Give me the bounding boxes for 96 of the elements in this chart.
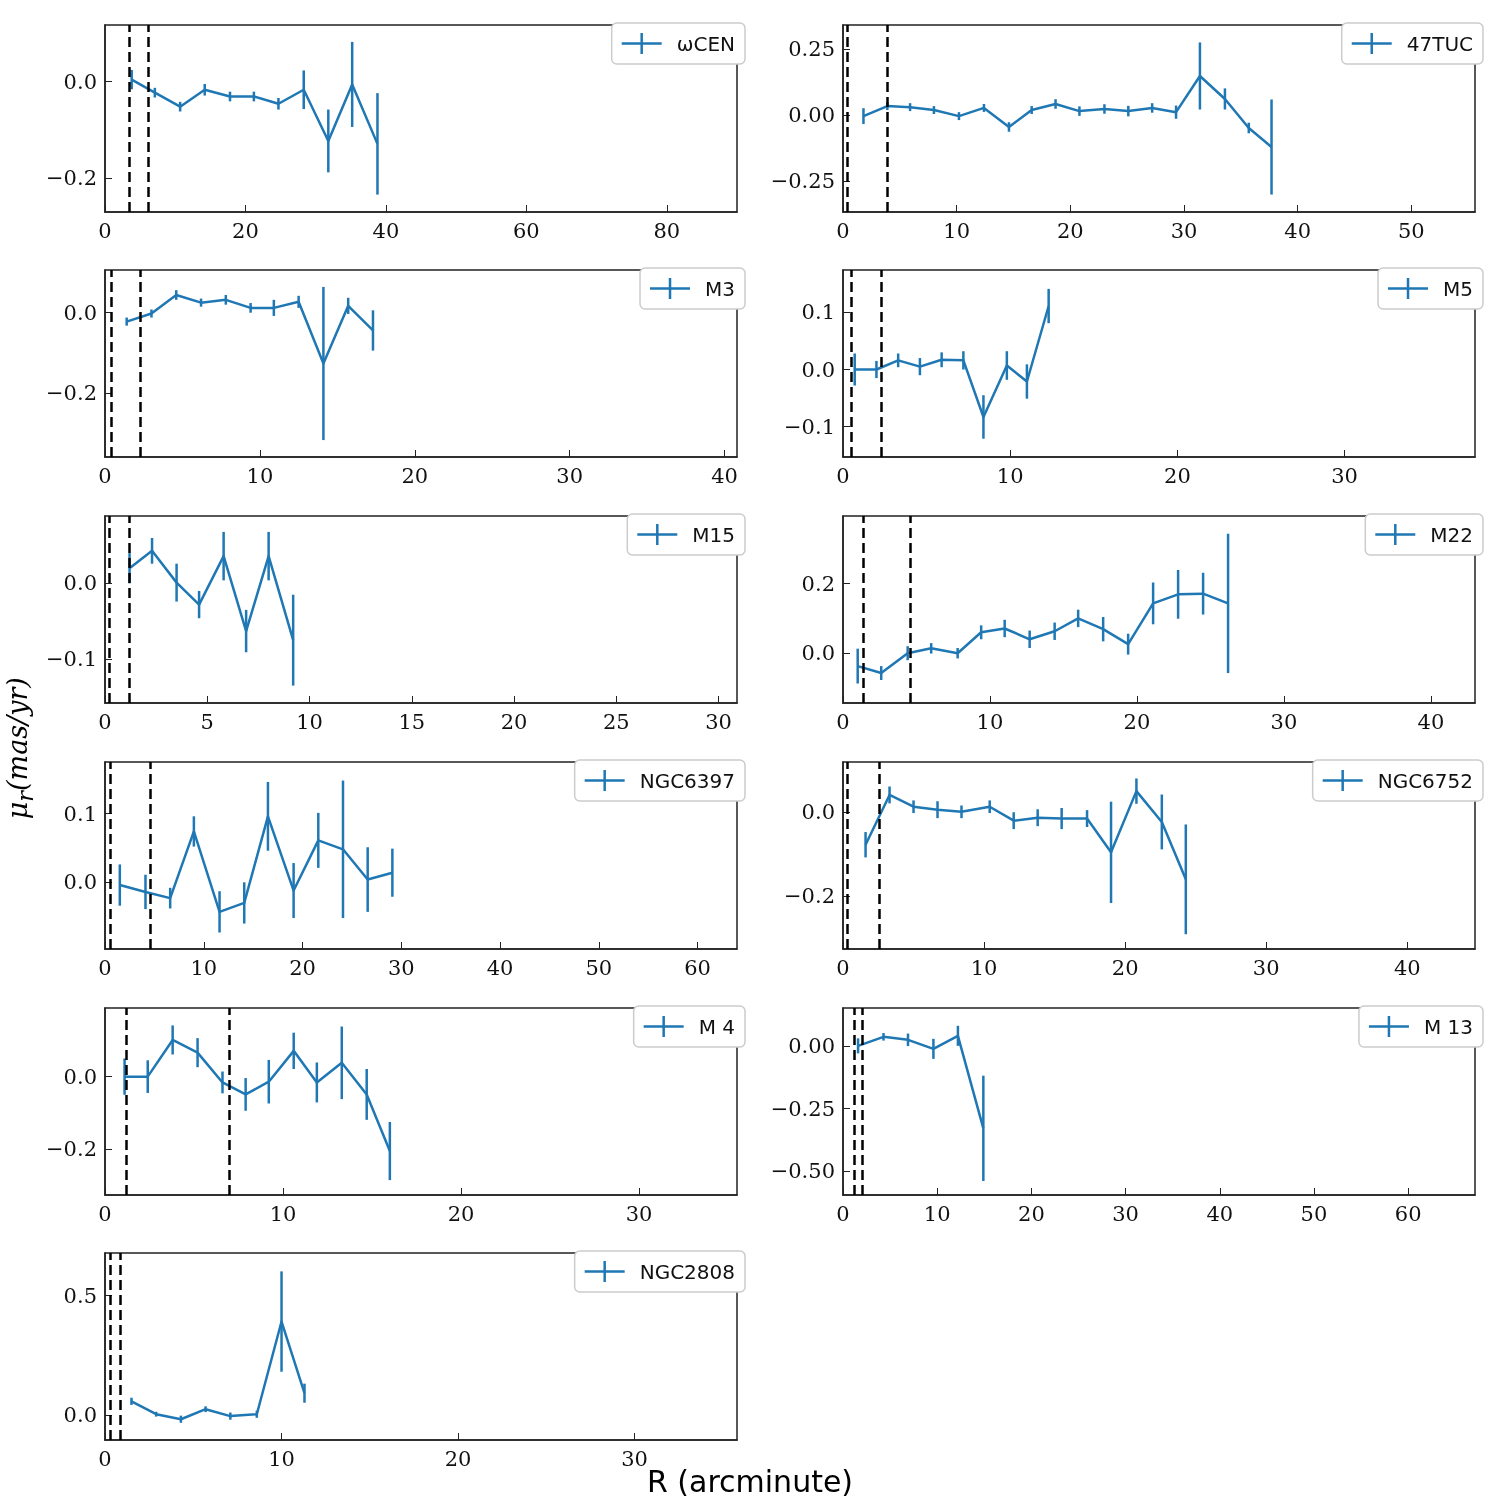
y-tick-label: −0.2 xyxy=(46,381,97,406)
x-tick-label: 60 xyxy=(1394,1201,1422,1226)
x-tick-label: 30 xyxy=(625,1201,653,1226)
x-tick-label: 5 xyxy=(200,709,214,734)
x-tick-label: 0 xyxy=(836,218,850,243)
x-tick-label: 50 xyxy=(1300,1201,1328,1226)
legend-label: M 4 xyxy=(698,1014,736,1039)
x-tick-label: 0 xyxy=(836,463,850,488)
legend-label: NGC6397 xyxy=(639,768,736,793)
legend-label: NGC2808 xyxy=(639,1259,736,1284)
x-tick-label: 30 xyxy=(1270,709,1298,734)
legend-label: ωCEN xyxy=(676,31,735,56)
y-tick-label: −0.50 xyxy=(770,1159,835,1184)
x-tick-label: 30 xyxy=(621,1446,648,1471)
y-tick-label: −0.1 xyxy=(784,414,835,439)
y-tick-label: −0.25 xyxy=(770,169,835,194)
x-tick-label: 0 xyxy=(836,1201,850,1226)
x-tick-label: 20 xyxy=(447,1201,475,1226)
x-tick-label: 30 xyxy=(705,709,732,734)
x-tick-label: 20 xyxy=(1056,218,1084,243)
x-tick-label: 0 xyxy=(98,1201,112,1226)
x-tick-label: 10 xyxy=(923,1201,951,1226)
x-tick-label: 20 xyxy=(1164,463,1191,488)
y-tick-label: 0.2 xyxy=(801,571,835,596)
legend-label: M 13 xyxy=(1423,1014,1473,1039)
x-tick-label: 30 xyxy=(1331,463,1358,488)
y-tick-label: 0.0 xyxy=(63,1064,97,1089)
x-tick-label: 10 xyxy=(269,1201,297,1226)
x-tick-label: 10 xyxy=(970,955,998,980)
x-tick-label: 20 xyxy=(401,463,429,488)
x-tick-label: 30 xyxy=(1252,955,1280,980)
y-tick-label: 0.00 xyxy=(788,103,835,128)
y-tick-label: 0.0 xyxy=(63,69,97,94)
x-tick-label: 20 xyxy=(444,1446,472,1471)
x-tick-label: 10 xyxy=(976,709,1004,734)
x-tick-label: 20 xyxy=(500,709,528,734)
legend-label: NGC6752 xyxy=(1377,768,1474,793)
x-tick-label: 20 xyxy=(232,218,259,243)
legend-label: M5 xyxy=(1443,276,1473,301)
x-tick-label: 0 xyxy=(98,955,112,980)
x-tick-label: 0 xyxy=(98,1446,112,1471)
x-tick-label: 0 xyxy=(98,709,112,734)
legend-label: 47TUC xyxy=(1406,31,1474,56)
y-tick-label: 0.0 xyxy=(63,300,97,325)
x-tick-label: 15 xyxy=(398,709,426,734)
y-tick-label: −0.1 xyxy=(46,647,97,672)
y-tick-label: 0.0 xyxy=(63,870,97,895)
y-tick-label: −0.2 xyxy=(46,166,97,191)
x-tick-label: 0 xyxy=(98,218,112,243)
legend-label: M3 xyxy=(705,276,735,301)
x-tick-label: 40 xyxy=(1393,955,1421,980)
x-tick-label: 40 xyxy=(372,218,400,243)
y-tick-label: 0.00 xyxy=(788,1033,835,1058)
x-tick-label: 20 xyxy=(1111,955,1139,980)
x-tick-label: 0 xyxy=(836,955,850,980)
x-tick-label: 40 xyxy=(1284,218,1312,243)
x-tick-label: 50 xyxy=(585,955,613,980)
x-tick-label: 10 xyxy=(943,218,971,243)
x-tick-label: 30 xyxy=(556,463,584,488)
x-tick-label: 40 xyxy=(1206,1201,1234,1226)
y-tick-label: 0.25 xyxy=(788,37,835,62)
y-tick-label: 0.5 xyxy=(63,1283,97,1308)
y-tick-label: −0.2 xyxy=(784,884,835,909)
x-tick-label: 10 xyxy=(246,463,274,488)
x-axis-title: R (arcminute) xyxy=(646,1464,855,1499)
x-tick-label: 0 xyxy=(98,463,112,488)
x-tick-label: 40 xyxy=(1417,709,1445,734)
x-tick-label: 30 xyxy=(1170,218,1198,243)
y-tick-label: 0.0 xyxy=(63,1403,97,1428)
x-tick-label: 50 xyxy=(1397,218,1425,243)
x-tick-label: 20 xyxy=(289,955,316,980)
y-tick-label: 0.0 xyxy=(801,357,835,382)
y-tick-label: 0.0 xyxy=(801,641,835,666)
x-tick-label: 60 xyxy=(684,955,711,980)
y-tick-label: 0.0 xyxy=(63,571,97,596)
x-tick-label: 10 xyxy=(190,955,218,980)
x-tick-label: 60 xyxy=(512,218,540,243)
x-tick-label: 10 xyxy=(296,709,323,734)
x-tick-label: 40 xyxy=(486,955,514,980)
x-tick-label: 0 xyxy=(836,709,850,734)
x-tick-label: 30 xyxy=(1112,1201,1139,1226)
y-tick-label: −0.25 xyxy=(770,1096,835,1121)
x-tick-label: 30 xyxy=(387,955,415,980)
x-tick-label: 10 xyxy=(996,463,1024,488)
x-tick-label: 20 xyxy=(1123,709,1151,734)
x-tick-label: 40 xyxy=(711,463,738,488)
x-tick-label: 20 xyxy=(1018,1201,1045,1226)
x-tick-label: 80 xyxy=(653,218,681,243)
y-tick-label: 0.1 xyxy=(801,300,835,325)
legend-label: M22 xyxy=(1430,522,1474,547)
y-tick-label: 0.0 xyxy=(801,799,835,824)
x-tick-label: 10 xyxy=(268,1446,295,1471)
x-tick-label: 25 xyxy=(602,709,630,734)
legend-label: M15 xyxy=(692,522,736,547)
y-tick-label: 0.1 xyxy=(63,801,97,826)
y-tick-label: −0.2 xyxy=(46,1137,97,1162)
